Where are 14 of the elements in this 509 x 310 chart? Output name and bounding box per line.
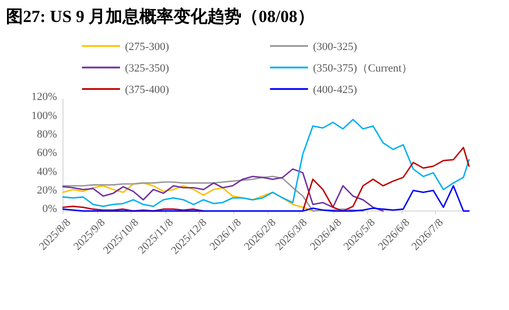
- y-tick-label: 60%: [36, 147, 57, 160]
- y-tick-label: 0%: [42, 203, 57, 216]
- y-tick-label: 20%: [36, 184, 57, 196]
- y-tick-label: 120%: [31, 91, 57, 104]
- legend-label: (375-400): [125, 84, 170, 96]
- chart-title: 图27: US 9 月加息概率变化趋势（08/08）: [6, 7, 314, 26]
- legend-label: (325-350): [125, 62, 170, 74]
- y-tick-label: 80%: [36, 128, 57, 140]
- y-tick-label: 40%: [36, 166, 57, 178]
- legend-label: (400-425): [313, 84, 358, 96]
- y-tick-label: 100%: [31, 110, 57, 122]
- legend-label: (350-375)（Current）: [313, 62, 413, 74]
- legend-label: (275-300): [125, 41, 170, 53]
- legend-label: (300-325): [313, 41, 358, 53]
